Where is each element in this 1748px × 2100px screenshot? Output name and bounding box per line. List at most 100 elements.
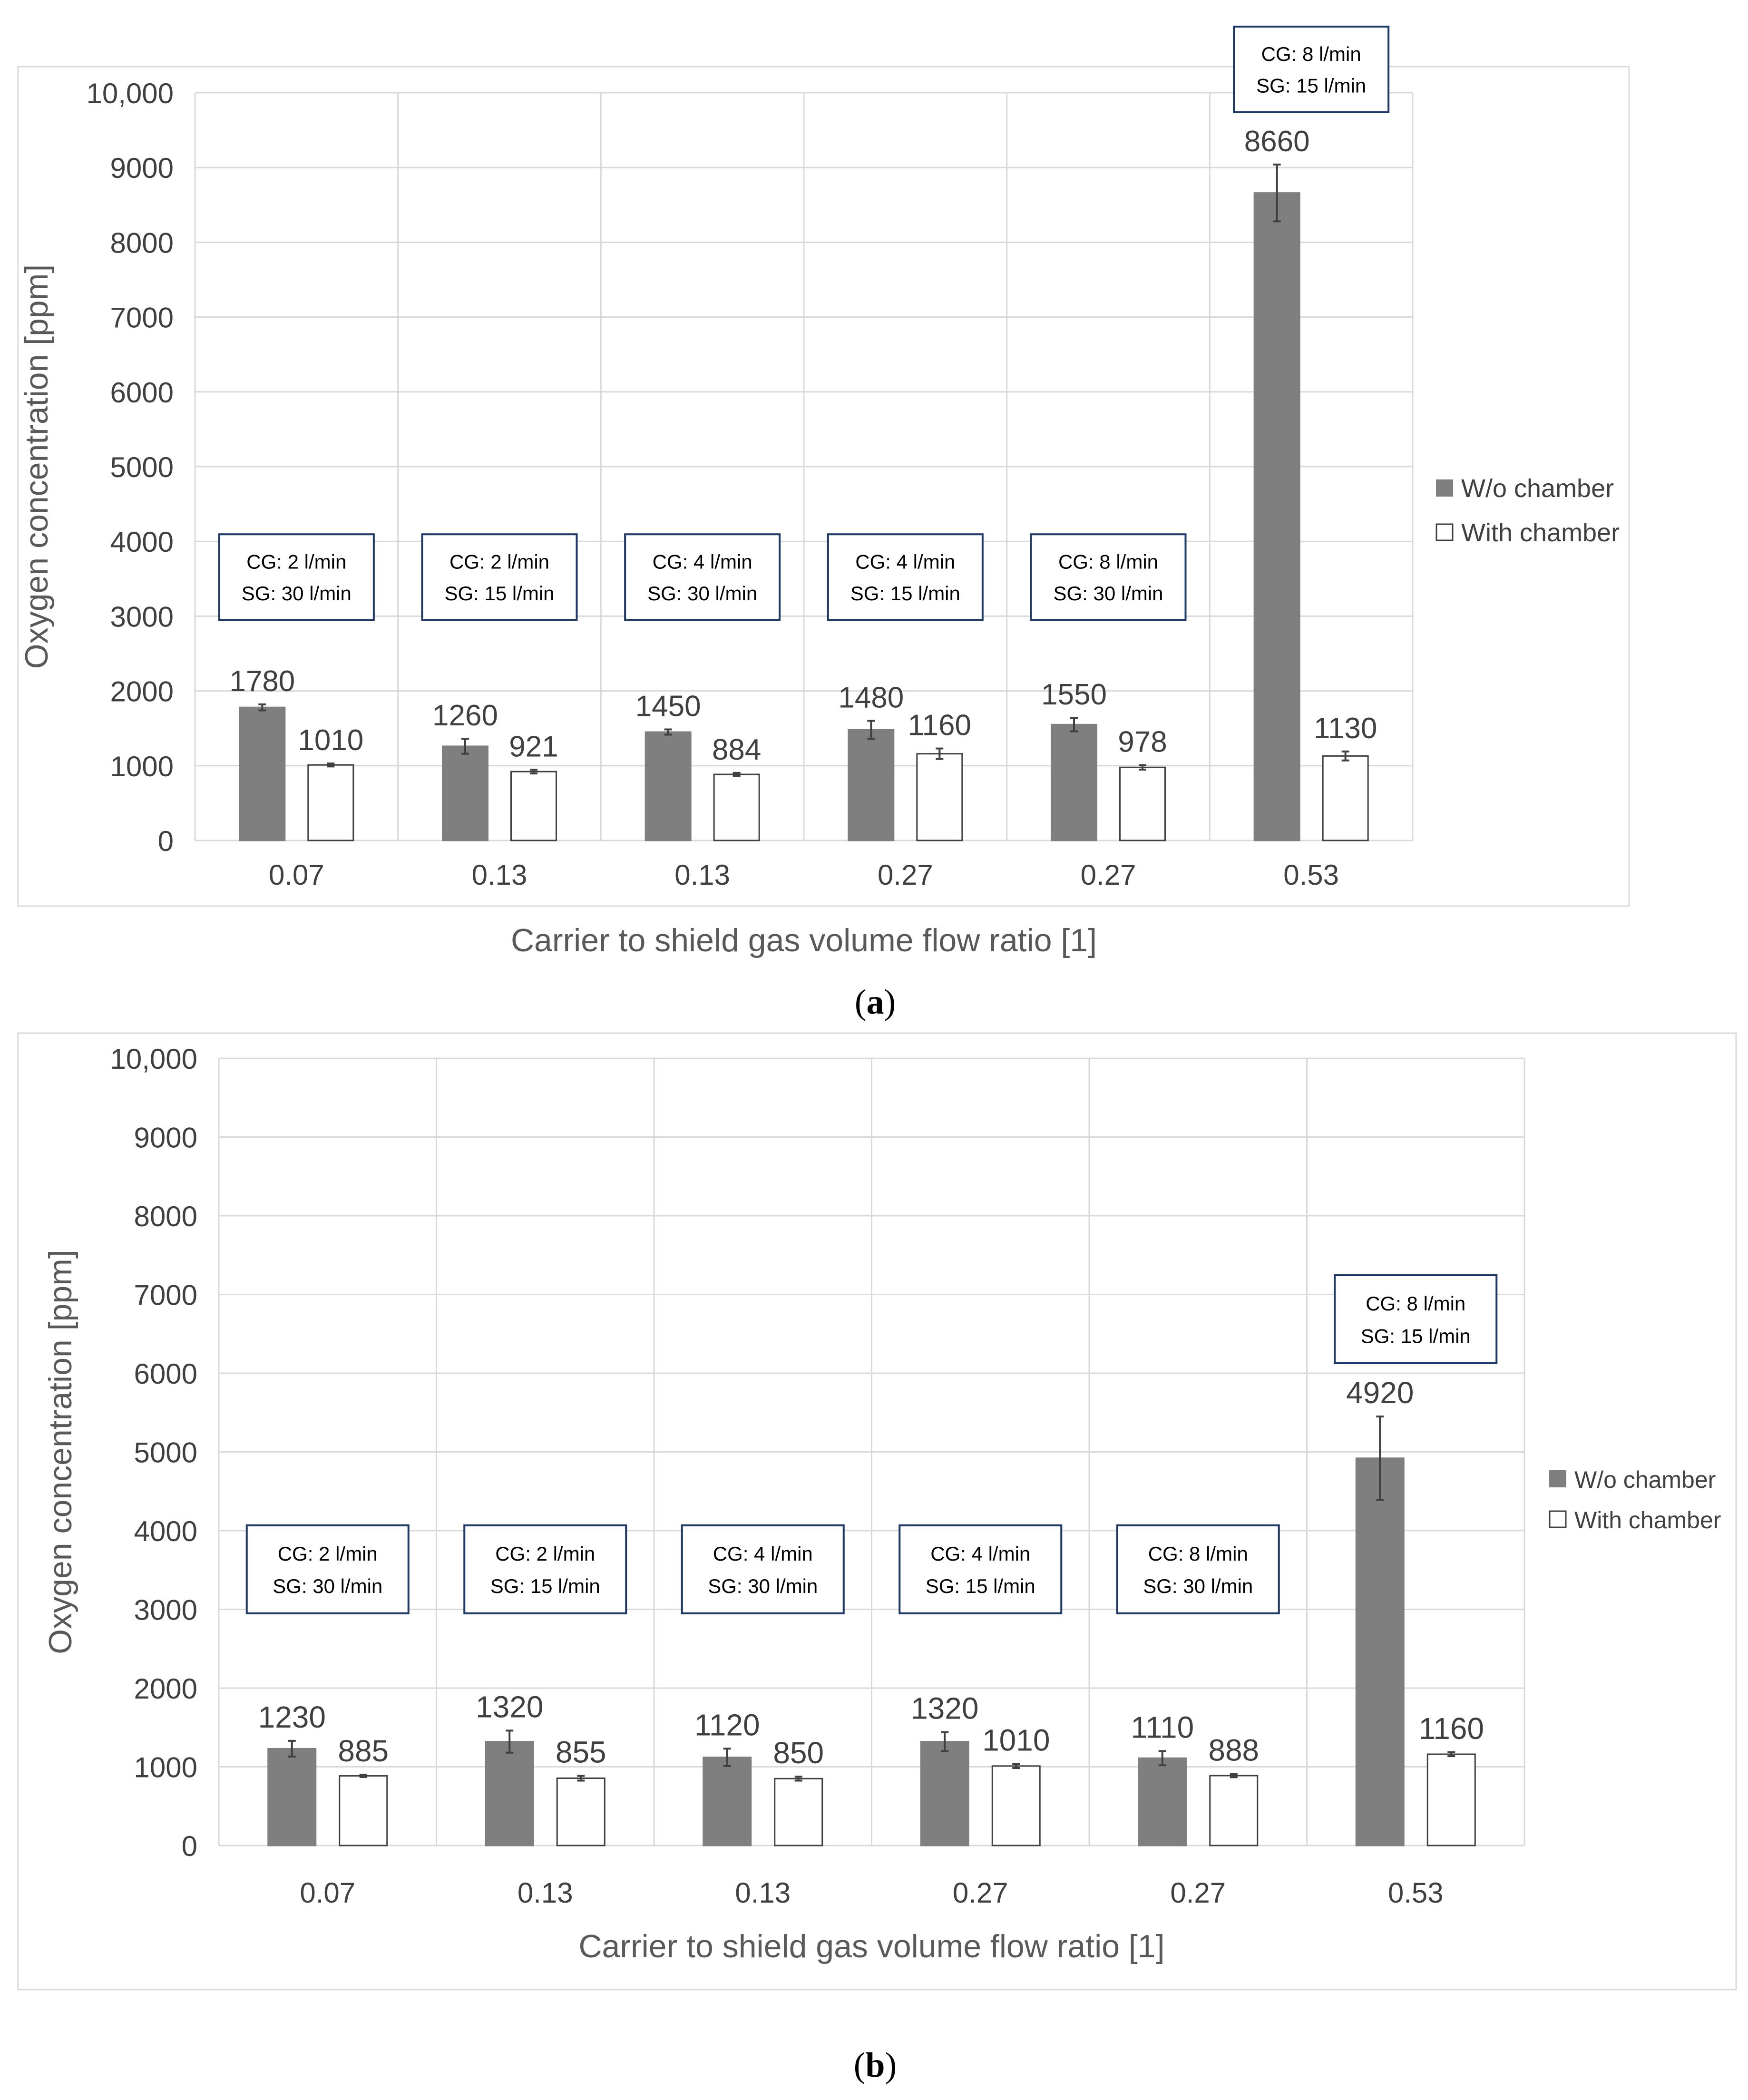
- annotation-sg: SG: 15 l/min: [444, 582, 554, 605]
- annotation-sg: SG: 15 l/min: [1361, 1325, 1471, 1347]
- data-label: 884: [712, 733, 761, 766]
- annotation-sg: SG: 30 l/min: [1143, 1575, 1253, 1597]
- annotation-cg: CG: 2 l/min: [278, 1543, 378, 1565]
- x-tick-label: 0.13: [674, 859, 730, 891]
- y-tick-label: 0: [158, 825, 174, 857]
- annotation-box: CG: 8 l/min SG: 30 l/min: [1116, 1524, 1280, 1614]
- panel-label-a: (a): [854, 983, 896, 1022]
- bar-with-chamber: [1426, 1753, 1476, 1846]
- bar-without-chamber: [920, 1741, 969, 1846]
- legend-label-with-chamber: With chamber: [1461, 518, 1620, 547]
- annotation-sg: SG: 30 l/min: [1053, 582, 1163, 605]
- x-tick-label: 0.27: [878, 859, 933, 891]
- annotation-box: CG: 2 l/min SG: 15 l/min: [463, 1524, 627, 1614]
- legend-swatch-with-chamber: [1549, 1510, 1567, 1528]
- y-tick-label: 7000: [134, 1280, 197, 1311]
- annotation-frame: [218, 533, 375, 621]
- data-label: 855: [556, 1735, 606, 1769]
- legend-label-without-chamber: W/o chamber: [1574, 1466, 1716, 1493]
- legend-swatch-without-chamber: [1549, 1470, 1566, 1487]
- annotation-frame: [421, 533, 578, 621]
- annotation-sg: SG: 15 l/min: [490, 1575, 600, 1597]
- annotation-sg: SG: 15 l/min: [1256, 75, 1366, 97]
- legend-label-with-chamber: With chamber: [1574, 1507, 1721, 1533]
- bar-without-chamber: [1138, 1757, 1187, 1846]
- bar-without-chamber: [703, 1757, 752, 1846]
- data-label: 1160: [908, 709, 971, 742]
- y-tick-label: 8000: [134, 1201, 197, 1232]
- bar-with-chamber: [1322, 755, 1369, 841]
- data-label: 1550: [1041, 678, 1107, 711]
- y-tick-label: 2000: [134, 1673, 197, 1705]
- data-label: 1130: [1314, 712, 1377, 745]
- x-tick-label: 0.27: [1170, 1877, 1226, 1909]
- x-tick-label: 0.27: [1081, 859, 1136, 891]
- y-tick-label: 10,000: [110, 1043, 197, 1075]
- data-label: 888: [1208, 1733, 1259, 1768]
- bar-without-chamber: [848, 729, 895, 841]
- y-tick-label: 4000: [134, 1515, 197, 1547]
- annotation-frame: [1233, 25, 1390, 113]
- data-label: 850: [773, 1736, 824, 1770]
- y-tick-label: 3000: [110, 601, 174, 633]
- bar-without-chamber: [1253, 192, 1300, 841]
- y-tick-label: 10,000: [86, 78, 174, 109]
- bar-with-chamber: [1119, 766, 1166, 841]
- x-tick-label: 0.13: [472, 859, 527, 891]
- data-label: 1480: [838, 681, 904, 714]
- annotation-sg: SG: 15 l/min: [926, 1575, 1035, 1597]
- x-tick-label: 0.07: [300, 1877, 355, 1909]
- bar-with-chamber: [307, 764, 354, 841]
- legend-swatch-without-chamber: [1436, 479, 1453, 497]
- data-label: 1160: [1418, 1711, 1484, 1746]
- bar-without-chamber: [485, 1741, 534, 1846]
- data-label: 4920: [1346, 1376, 1414, 1410]
- y-axis-title: Oxygen concentration [ppm]: [19, 264, 55, 669]
- data-label: 1010: [298, 724, 363, 757]
- annotation-frame: [1030, 533, 1187, 621]
- x-tick-label: 0.53: [1283, 859, 1339, 891]
- bar-with-chamber: [1209, 1775, 1259, 1846]
- data-label: 8660: [1244, 125, 1310, 158]
- y-tick-label: 8000: [110, 227, 174, 259]
- chart-panel-a: 0 1000 2000 3000 4000 5000 6000 7000 8000 9000 10,…: [17, 25, 1630, 958]
- data-label: 1230: [258, 1700, 326, 1734]
- data-label: 885: [338, 1734, 389, 1768]
- x-axis-title: Carrier to shield gas volume flow ratio …: [578, 1928, 1164, 1964]
- bar-with-chamber: [991, 1765, 1041, 1846]
- annotation-frame: [1334, 1274, 1498, 1365]
- annotation-box: CG: 8 l/min SG: 15 l/min: [1233, 25, 1390, 113]
- y-tick-label: 5000: [134, 1437, 197, 1469]
- y-tick-label: 4000: [110, 526, 174, 558]
- x-tick-label: 0.13: [518, 1877, 573, 1909]
- y-tick-label: 6000: [134, 1358, 197, 1390]
- annotation-box: CG: 4 l/min SG: 15 l/min: [827, 533, 984, 621]
- bar-with-chamber: [713, 773, 760, 841]
- y-axis-title: Oxygen concentration [ppm]: [42, 1250, 78, 1654]
- y-tick-label: 3000: [134, 1594, 197, 1626]
- annotation-cg: CG: 8 l/min: [1148, 1543, 1248, 1565]
- annotation-cg: CG: 2 l/min: [495, 1543, 595, 1565]
- annotation-frame: [1116, 1524, 1280, 1614]
- chart-panel-b: 0 1000 2000 3000 4000 5000 6000 7000 8000 9000 10,…: [17, 1032, 1737, 1991]
- y-tick-label: 0: [182, 1830, 197, 1862]
- annotation-cg: CG: 4 l/min: [653, 550, 752, 573]
- annotation-cg: CG: 4 l/min: [930, 1543, 1030, 1565]
- annotation-cg: CG: 4 l/min: [855, 550, 955, 573]
- bar-without-chamber: [267, 1748, 317, 1846]
- data-label: 1010: [982, 1723, 1050, 1758]
- data-label: 1120: [694, 1708, 760, 1742]
- x-tick-label: 0.53: [1388, 1877, 1444, 1909]
- legend-label-without-chamber: W/o chamber: [1461, 474, 1614, 503]
- annotation-box: CG: 2 l/min SG: 15 l/min: [421, 533, 578, 621]
- annotation-frame: [898, 1524, 1063, 1614]
- y-tick-label: 9000: [134, 1122, 197, 1154]
- annotation-sg: SG: 15 l/min: [850, 582, 960, 605]
- annotation-box: CG: 2 l/min SG: 30 l/min: [218, 533, 375, 621]
- annotation-box: CG: 4 l/min SG: 30 l/min: [681, 1524, 845, 1614]
- x-axis-title: Carrier to shield gas volume flow ratio …: [511, 922, 1097, 958]
- annotation-frame: [245, 1524, 410, 1614]
- y-tick-label: 1000: [110, 751, 174, 782]
- bar-with-chamber: [510, 771, 557, 841]
- annotation-frame: [624, 533, 781, 621]
